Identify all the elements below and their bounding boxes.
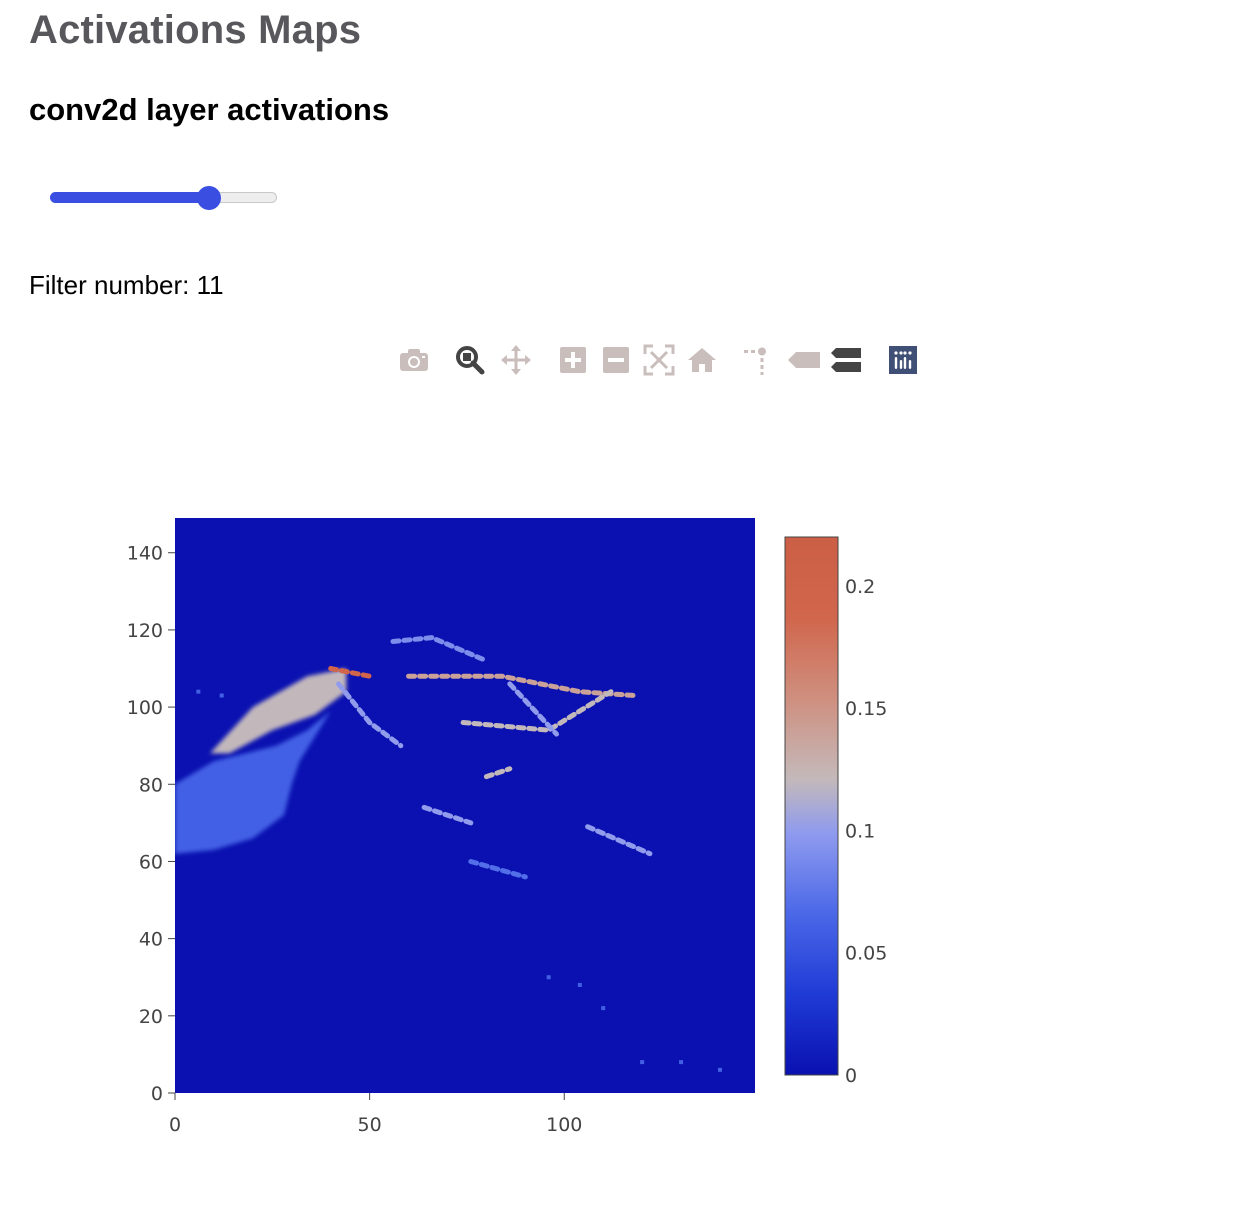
zoom-in-icon[interactable]: [555, 342, 591, 378]
plot-modebar: [396, 342, 926, 378]
page-title: Activations Maps: [29, 8, 362, 52]
heatmap-streak-9: [421, 804, 474, 826]
heatmap-streak-2: [328, 666, 373, 679]
heatmap-streak-8: [483, 766, 513, 780]
colorbar-tick-label: 0.1: [845, 820, 875, 842]
y-tick-label: 120: [127, 620, 163, 642]
colorbar: [784, 536, 839, 1076]
colorbar-ticks: 0 0.05 0.1 0.15 0.2: [845, 576, 887, 1087]
heatmap-dot-12-1: [219, 693, 224, 698]
spike-lines-icon[interactable]: [738, 342, 774, 378]
heatmap-dot-12-3: [577, 982, 582, 987]
autoscale-icon[interactable]: [641, 342, 677, 378]
camera-icon[interactable]: [396, 342, 432, 378]
heatmap-streak-6: [460, 689, 614, 733]
x-tick-label: 50: [358, 1114, 382, 1136]
y-tick-label: 20: [139, 1006, 163, 1028]
heatmap-dot-12-0: [196, 689, 201, 694]
x-tick-label: 100: [546, 1114, 582, 1136]
y-axis: 0 20 40 60 80 100 120 140: [127, 543, 175, 1105]
heatmap-features: [175, 635, 722, 1072]
heatmap-blob-1: [175, 711, 331, 854]
x-axis: 0 50 100: [169, 1093, 582, 1136]
home-icon[interactable]: [684, 342, 720, 378]
pan-icon[interactable]: [498, 342, 534, 378]
heatmap-streak-3: [336, 681, 404, 749]
x-tick-label: 0: [169, 1114, 181, 1136]
y-tick-label: 100: [127, 697, 163, 719]
colorbar-tick-label: 0.05: [845, 943, 887, 965]
heatmap-dot-12-2: [546, 975, 551, 980]
colorbar-tick-label: 0.2: [845, 576, 875, 598]
zoom-out-icon[interactable]: [598, 342, 634, 378]
heatmap-blob-0: [210, 668, 347, 754]
slider-fill: [50, 192, 209, 203]
filter-slider[interactable]: [48, 184, 280, 212]
heatmap-streak-5: [390, 635, 489, 664]
y-tick-label: 60: [139, 851, 163, 873]
slider-thumb[interactable]: [196, 186, 221, 210]
colorbar-tick-label: 0.15: [845, 698, 887, 720]
y-tick-label: 140: [127, 543, 163, 565]
heatmap-streak-7: [507, 681, 559, 737]
heatmap-streak-10: [585, 824, 653, 857]
hover-compare-icon[interactable]: [828, 342, 864, 378]
heatmap-dot-12-5: [640, 1060, 645, 1065]
heatmap-dot-12-4: [601, 1006, 606, 1011]
heatmap-streak-11: [468, 859, 528, 880]
section-title: conv2d layer activations: [29, 92, 390, 127]
y-tick-label: 80: [139, 774, 163, 796]
filter-number-label: Filter number: 11: [29, 270, 224, 300]
y-tick-label: 0: [151, 1083, 163, 1105]
zoom-icon[interactable]: [452, 342, 488, 378]
colorbar-tick-label: 0: [845, 1065, 857, 1087]
y-tick-label: 40: [139, 929, 163, 951]
heatmap-dot-12-6: [679, 1060, 684, 1065]
hover-closest-icon[interactable]: [786, 342, 822, 378]
plotly-logo-icon[interactable]: [885, 342, 921, 378]
heatmap-dot-12-7: [717, 1067, 722, 1072]
